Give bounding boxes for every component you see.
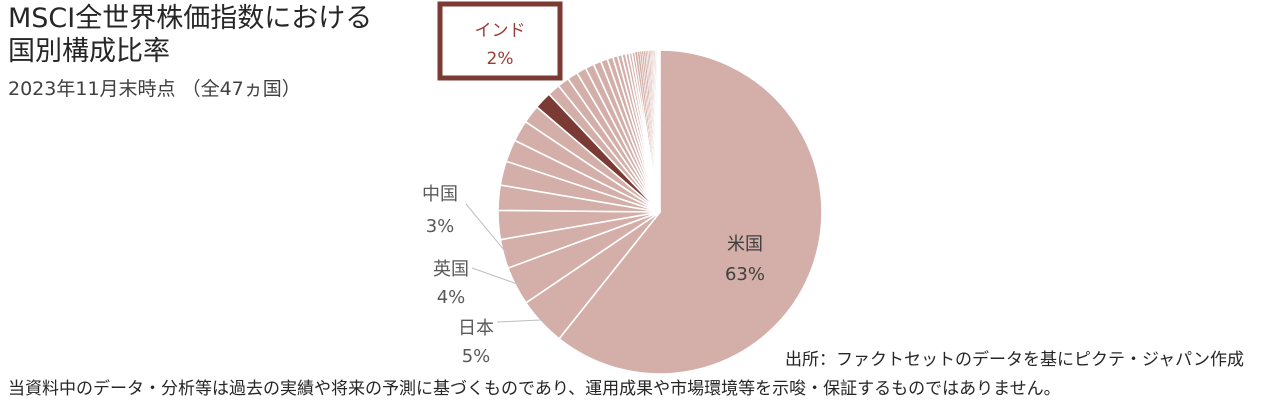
leader-line-japan: [496, 319, 544, 323]
leader-line-china: [465, 203, 508, 254]
chart-title-line1: MSCI全世界株価指数における: [8, 3, 373, 34]
slice-labels: 米国 63% 日本 5% 英国 4% 中国 3%: [422, 184, 765, 367]
india-label-name: インド: [475, 21, 526, 41]
chart-subtitle: 2023年11月末時点 （全47ヵ国）: [8, 78, 301, 100]
slice-label-name-japan: 日本: [458, 318, 494, 339]
slice-label-name-us: 米国: [727, 234, 763, 255]
leader-line-uk: [471, 267, 519, 285]
source-note: 出所：ファクトセットのデータを基にピクテ・ジャパン作成: [785, 350, 1244, 370]
india-label-value: 2%: [487, 49, 514, 69]
slice-label-name-china: 中国: [422, 184, 458, 205]
india-callout-box: [437, 1, 563, 81]
leader-lines: [465, 203, 544, 323]
slice-label-value-us: 63%: [725, 264, 765, 285]
india-callout: インド 2%: [437, 1, 563, 81]
pie-slice-us: [557, 49, 823, 375]
chart-title: MSCI全世界株価指数における 国別構成比率: [8, 2, 372, 68]
slice-label-value-uk: 4%: [437, 287, 466, 308]
disclaimer: 当資料中のデータ・分析等は過去の実績や将来の予測に基づくものであり、運用成果や市…: [8, 379, 1061, 399]
chart-title-line2: 国別構成比率: [8, 36, 170, 67]
slice-label-value-china: 3%: [426, 216, 455, 237]
pie-slices: [497, 49, 823, 375]
slice-label-value-japan: 5%: [462, 346, 491, 367]
slice-label-name-uk: 英国: [433, 259, 469, 280]
